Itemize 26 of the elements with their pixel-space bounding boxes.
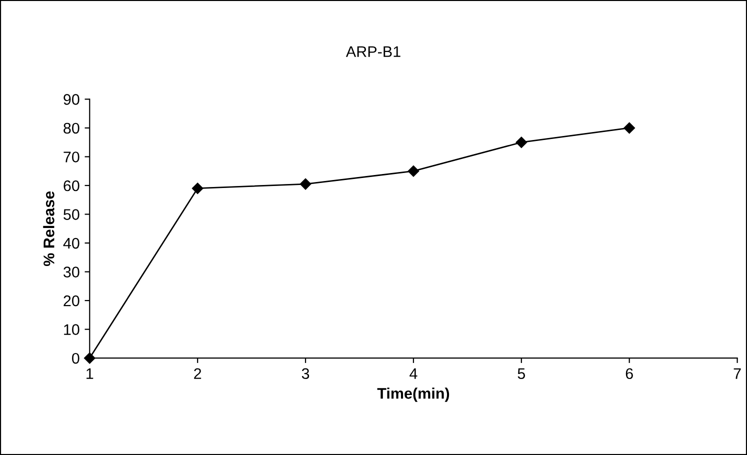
y-tick-label: 0 [72,352,80,364]
y-tick-label: 50 [64,209,80,220]
x-tick-label: 6 [626,368,633,380]
x-tick-label: 1 [86,368,94,379]
point [192,182,204,194]
y-tick-label: 40 [63,238,80,249]
y-tick-label: 10 [64,324,80,336]
x-tick-label: 7 [734,368,741,379]
point [516,136,528,148]
point [408,166,420,177]
point [84,352,96,364]
y-axis-title: % Release [43,191,54,266]
y-tick-label: 30 [64,266,80,278]
y-tick-label: 70 [64,152,80,162]
x-tick-label: 3 [302,368,310,380]
y-tick-label: 20 [64,295,80,306]
point [300,178,312,190]
y-tick-label: 60 [64,180,80,192]
point [624,122,635,134]
y-tick-label: 80 [64,122,80,134]
x-tick-label: 4 [410,368,418,379]
chart-title: ARP-B1 [346,46,400,57]
x-tick-label: 5 [518,368,526,380]
x-tick-label: 2 [194,368,202,379]
y-tick-label: 90 [64,94,80,105]
x-axis-title: Time(min) [377,388,450,402]
